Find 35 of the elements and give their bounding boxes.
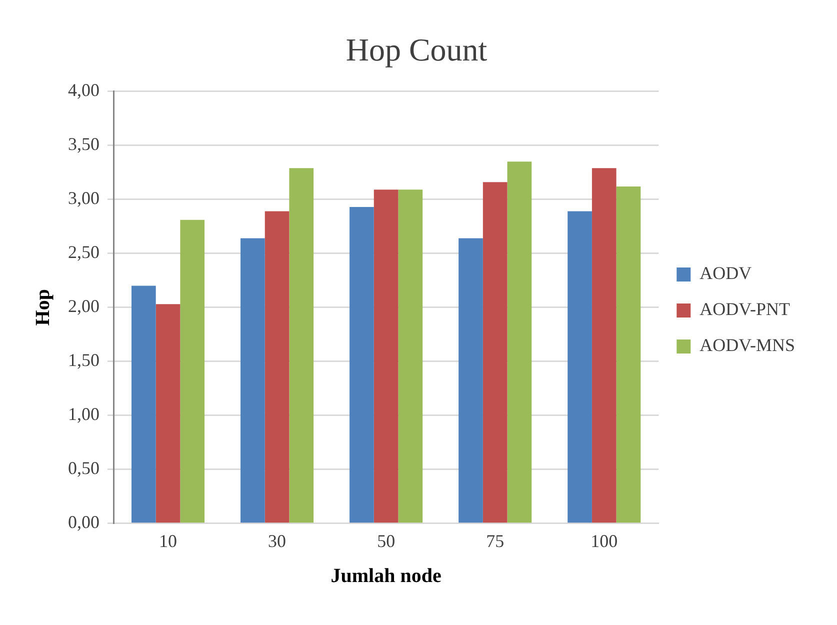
- y-axis-title: Hop: [32, 289, 54, 326]
- bar: [350, 206, 374, 523]
- y-tick-label: 0,50: [68, 458, 100, 478]
- bar: [131, 286, 156, 523]
- bar: [616, 186, 641, 523]
- y-tick-label: 4,00: [68, 80, 100, 100]
- x-tick-label: 100: [590, 530, 618, 551]
- x-tick-label: 50: [377, 530, 396, 551]
- x-tick-label: 75: [486, 530, 504, 551]
- y-tick-label: 3,00: [68, 188, 100, 208]
- y-tick-label: 2,50: [68, 242, 100, 262]
- chart-title: Hop Count: [346, 32, 488, 68]
- bar: [289, 168, 314, 523]
- y-tick-label: 1,50: [68, 350, 100, 370]
- y-tick-label: 2,00: [68, 296, 100, 316]
- bar: [240, 238, 265, 523]
- y-tick-label: 1,00: [68, 404, 100, 424]
- x-tick-label: 10: [159, 530, 178, 551]
- bar: [264, 211, 290, 523]
- bar: [482, 182, 508, 523]
- bar: [180, 220, 205, 523]
- bar: [568, 211, 592, 523]
- legend-label: AODV: [700, 263, 752, 284]
- bar: [458, 238, 483, 523]
- bar: [398, 190, 423, 523]
- legend-label: AODV-MNS: [700, 335, 796, 356]
- bar: [507, 162, 532, 523]
- x-tick-label: 30: [268, 530, 286, 551]
- y-tick-label: 0,00: [68, 512, 100, 532]
- bar: [592, 168, 616, 523]
- bar: [374, 190, 398, 523]
- legend-label: AODV-PNT: [700, 299, 790, 320]
- bar: [156, 304, 180, 523]
- x-axis-title: Jumlah node: [330, 565, 442, 588]
- y-tick-label: 3,50: [68, 134, 100, 154]
